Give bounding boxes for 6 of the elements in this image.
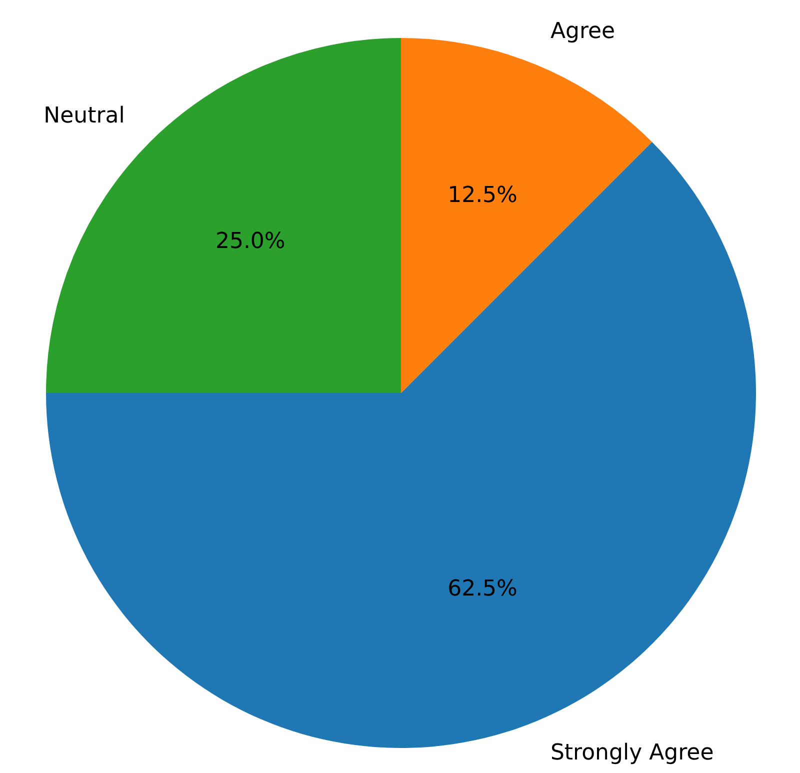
slice-label: Agree: [550, 18, 616, 44]
slice-label: Neutral: [44, 104, 125, 129]
data-label: 12.5%: [448, 182, 518, 208]
data-label: 25.0%: [215, 229, 286, 254]
slice-label: Strongly Agree: [550, 740, 714, 766]
data-label: 62.5%: [448, 576, 518, 602]
